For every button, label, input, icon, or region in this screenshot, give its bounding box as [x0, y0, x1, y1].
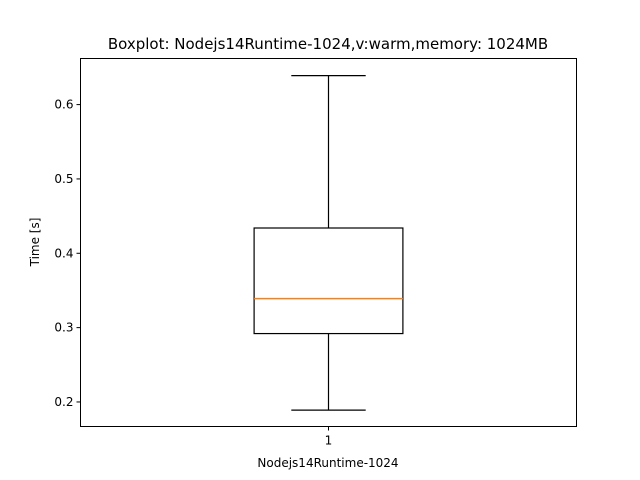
y-tick-label: 0.3 [54, 321, 73, 335]
y-axis-label: Time [s] [28, 218, 42, 268]
chart-title: Boxplot: Nodejs14Runtime-1024,v:warm,mem… [108, 35, 548, 53]
y-tick-label: 0.6 [54, 98, 73, 112]
x-tick-label: 1 [325, 434, 333, 448]
box-iqr [253, 227, 404, 335]
x-axis: 1 [325, 426, 333, 448]
boxes-group [253, 74, 404, 411]
x-axis-label: Nodejs14Runtime-1024 [257, 456, 398, 470]
y-axis: 0.2 0.3 0.4 0.5 0.6 [54, 98, 81, 409]
y-tick-label: 0.2 [54, 395, 73, 409]
y-tick-label: 0.4 [54, 246, 73, 260]
y-tick-label: 0.5 [54, 172, 73, 186]
